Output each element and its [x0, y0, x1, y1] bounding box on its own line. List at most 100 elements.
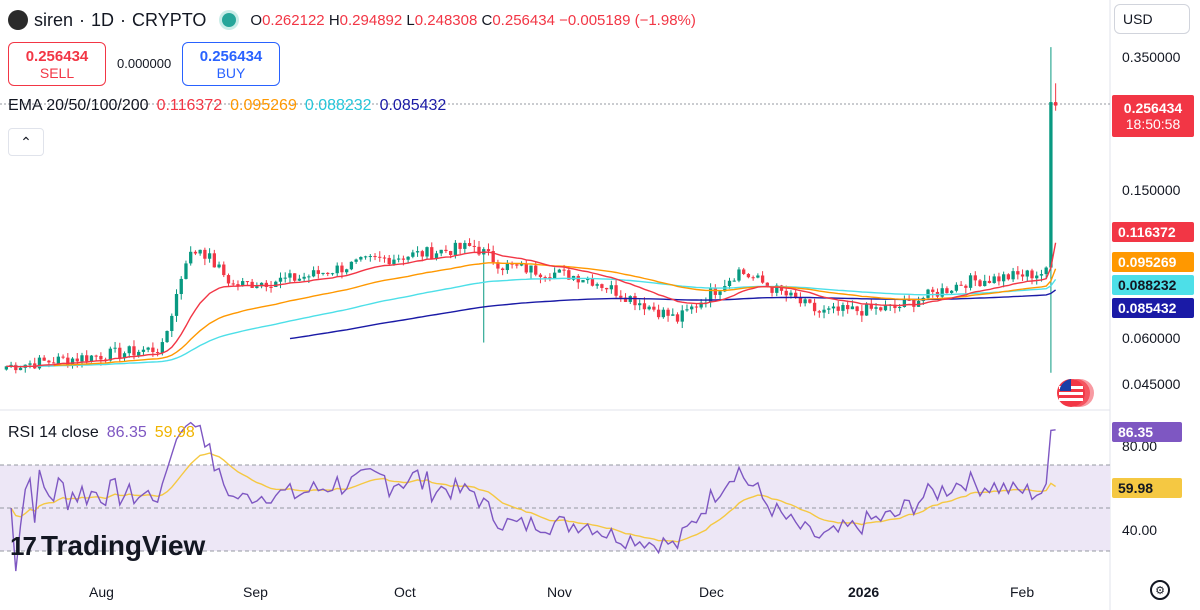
- market-status-icon[interactable]: [222, 13, 237, 27]
- collapse-legend-button[interactable]: ⌃: [8, 128, 44, 156]
- ema20-tag: 0.116372: [1112, 222, 1194, 242]
- candle-body: [477, 246, 481, 255]
- candle-body: [794, 292, 798, 299]
- candle-body: [311, 270, 316, 277]
- exchange: CRYPTO: [132, 9, 207, 30]
- watermark-text: TradingView: [40, 530, 206, 561]
- candle-body: [945, 288, 949, 293]
- candle-body: [453, 242, 458, 255]
- candle-body: [222, 264, 226, 276]
- candle-body: [42, 357, 46, 361]
- candle-body: [983, 280, 987, 287]
- ema-legend[interactable]: EMA 20/50/100/200 0.116372 0.095269 0.08…: [8, 97, 446, 115]
- candle-body: [1006, 274, 1011, 280]
- candle-body: [274, 281, 278, 287]
- candle-body: [1044, 267, 1048, 275]
- candle-body: [968, 275, 973, 288]
- candle-body: [954, 284, 959, 291]
- high-label: H: [328, 11, 340, 29]
- rsi-legend[interactable]: RSI 14 close 86.35 59.98: [8, 424, 195, 442]
- candle-body: [411, 252, 415, 257]
- candle-body: [822, 309, 826, 313]
- candle-body: [14, 364, 18, 371]
- candle-body: [141, 349, 146, 352]
- rsi-tag: 86.35: [1112, 422, 1182, 442]
- candle-body: [463, 243, 467, 249]
- us-flag-icon[interactable]: [1056, 376, 1096, 410]
- candle-body: [708, 288, 713, 303]
- candle-body: [538, 274, 543, 278]
- symbol-name[interactable]: siren: [34, 9, 74, 30]
- time-axis-label: 2026: [848, 584, 880, 600]
- candle-body: [666, 309, 670, 316]
- candle-body: [345, 269, 349, 273]
- candle-body: [756, 275, 760, 278]
- candle-body: [694, 306, 699, 308]
- candle-body: [203, 249, 207, 259]
- candle-body: [406, 256, 410, 260]
- candle-body: [28, 363, 32, 365]
- candle-body: [652, 306, 656, 310]
- candle-body: [430, 247, 434, 259]
- candle-body: [472, 245, 476, 247]
- candle-body: [155, 352, 160, 354]
- candle-body: [874, 307, 878, 309]
- candle-body: [623, 297, 628, 302]
- candle-body: [992, 276, 996, 284]
- candle-body: [855, 306, 859, 312]
- interval[interactable]: 1D: [91, 9, 115, 30]
- last-price-tag: 0.256434 18:50:58: [1112, 95, 1194, 137]
- candle-body: [70, 358, 75, 365]
- buy-button[interactable]: 0.256434 BUY: [182, 42, 280, 86]
- candle-body: [751, 277, 755, 279]
- candle-body: [226, 275, 231, 284]
- candle-body: [964, 285, 968, 288]
- ema200-value: 0.085432: [379, 97, 447, 114]
- candle-body: [439, 249, 443, 254]
- candle-body: [775, 285, 779, 293]
- candle-body: [420, 251, 424, 257]
- currency-button[interactable]: USD: [1114, 4, 1190, 34]
- ema100-value: 0.088232: [304, 97, 372, 114]
- candle-body: [349, 261, 354, 270]
- candle-body: [151, 347, 155, 353]
- candle-body: [770, 286, 774, 293]
- candle-body: [467, 243, 472, 246]
- ema50-value: 0.095269: [230, 97, 297, 114]
- candle-body: [633, 296, 637, 306]
- candle-body: [293, 273, 297, 281]
- candle-body: [647, 306, 651, 310]
- candle-body: [170, 315, 174, 331]
- price-axis-label: 0.350000: [1122, 49, 1181, 65]
- candle-body: [122, 353, 127, 358]
- candle-body: [987, 280, 992, 284]
- candle-body: [902, 299, 907, 308]
- candle-body: [609, 285, 614, 290]
- candle-body: [737, 269, 741, 281]
- rsi-legend-title: RSI 14 close: [8, 424, 99, 441]
- candle-body: [562, 269, 566, 271]
- candle-body: [557, 269, 562, 273]
- settings-gear-icon[interactable]: ⚙: [1150, 580, 1170, 600]
- candle-body: [174, 294, 179, 316]
- sell-label: SELL: [39, 64, 75, 81]
- candle-body: [1001, 274, 1006, 282]
- candle-body: [189, 251, 193, 264]
- candle-body: [382, 257, 387, 259]
- candle-body: [789, 292, 793, 296]
- candle-body: [846, 305, 850, 310]
- candle-body: [515, 264, 519, 266]
- candle-body: [779, 285, 784, 291]
- rsi-axis-label: 80.00: [1122, 438, 1158, 454]
- candle-body: [326, 272, 330, 275]
- candle-body: [108, 348, 112, 361]
- ohlc-values: O0.262122 H0.294892 L0.248308 C0.256434 …: [250, 12, 695, 29]
- ema-legend-title: EMA 20/50/100/200: [8, 97, 149, 114]
- candle-body: [548, 277, 552, 279]
- candle-body: [836, 306, 840, 311]
- candle-body: [80, 355, 84, 362]
- sell-button[interactable]: 0.256434 SELL: [8, 42, 106, 86]
- candle-body: [879, 307, 883, 311]
- candle-body: [330, 273, 335, 275]
